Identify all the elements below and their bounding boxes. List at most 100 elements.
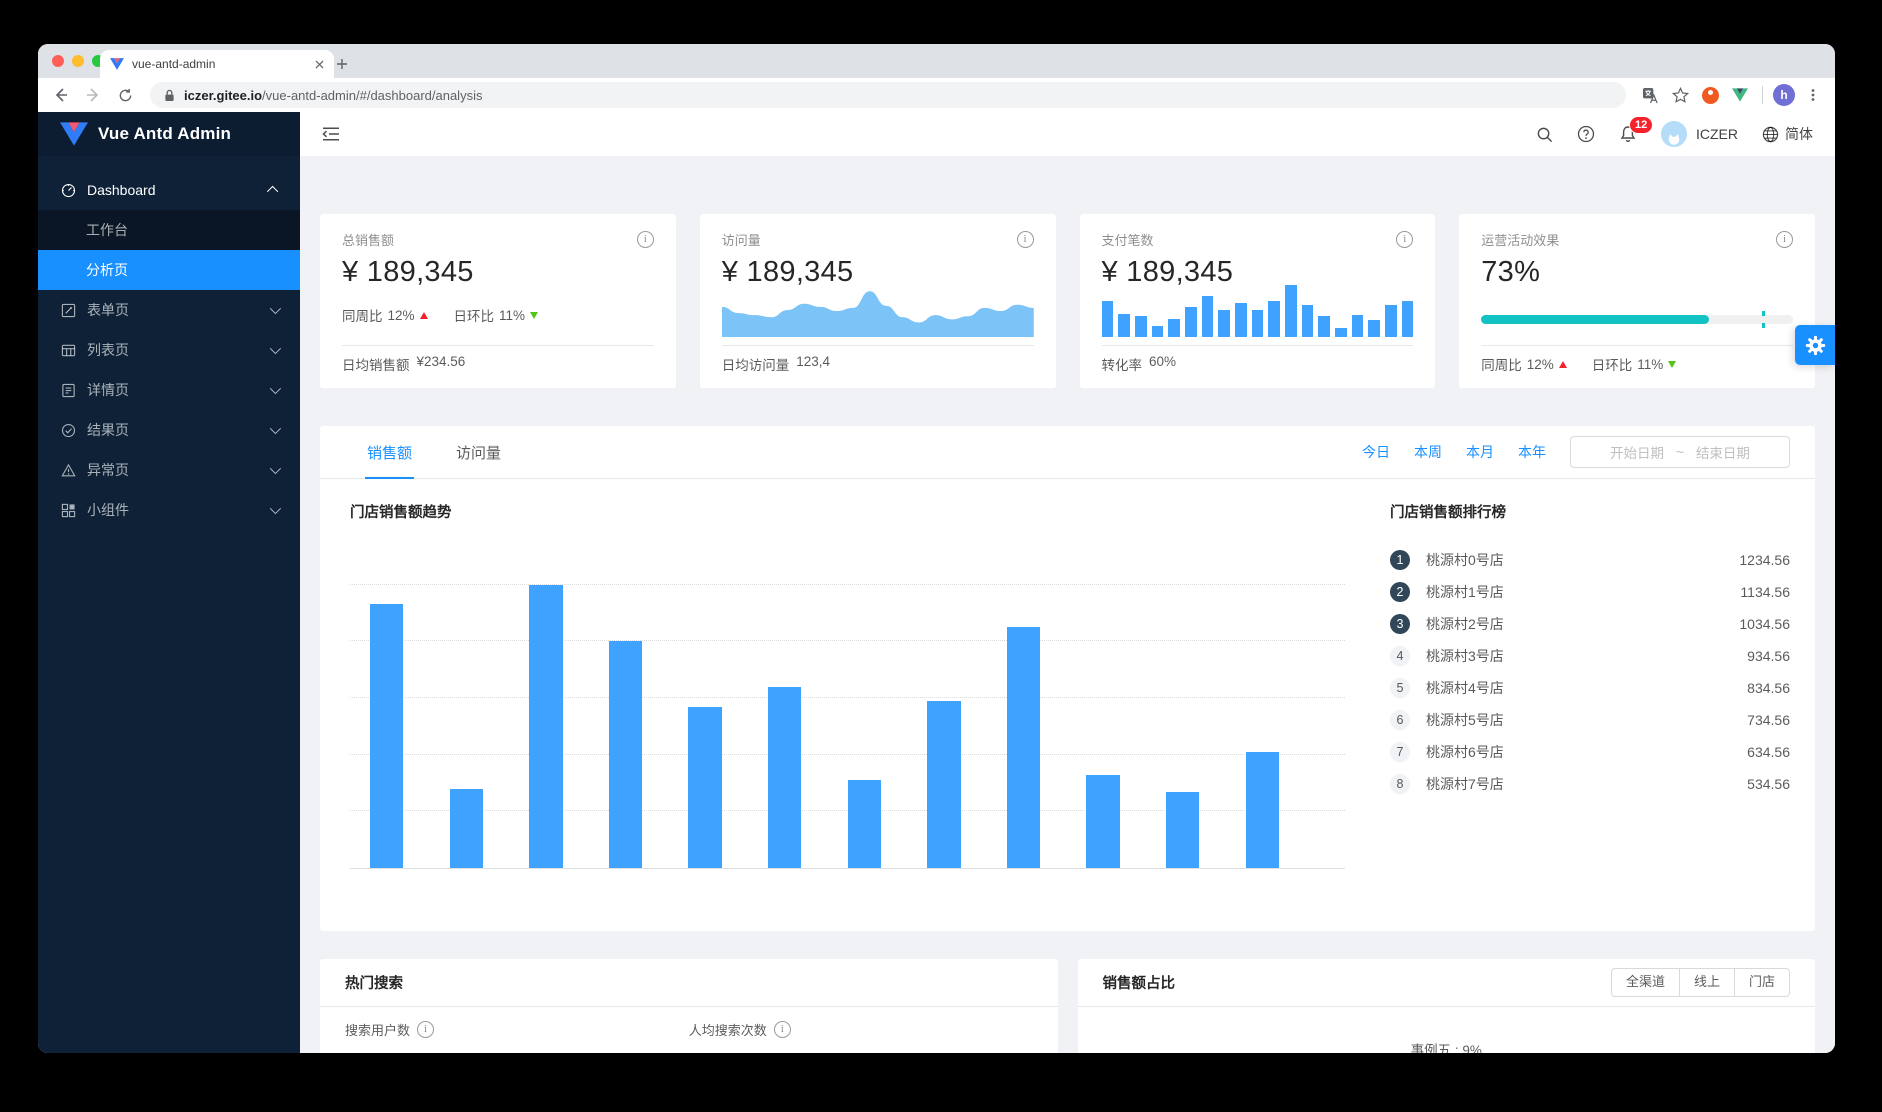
sidebar-item-工作台[interactable]: 工作台 [38,210,300,250]
gridline [350,696,1345,698]
chevron-down-icon [269,422,282,435]
quick-ranges: 今日 本周 本月 本年 [1362,442,1546,462]
sidebar-item-label: 异常页 [87,462,129,478]
mini-bar [1201,296,1214,337]
main-column: 12 ICZER 简体 [300,112,1835,1053]
sidebar-item-Dashboard[interactable]: Dashboard [38,170,300,210]
rank-badge: 4 [1390,646,1410,666]
app-logo[interactable]: Vue Antd Admin [38,112,300,156]
sidebar-item-异常页[interactable]: 异常页 [38,450,300,490]
app-root: Vue Antd Admin Dashboard 工作台 分析页 表单页列表页详情页结… [38,112,1835,1053]
help-icon[interactable] [1577,125,1595,143]
visits-mini-area-chart [721,285,1034,337]
store-value: 634.56 [1747,744,1790,760]
user-avatar [1661,121,1687,147]
pie-slice-label: 事例五 : 9% [1410,1043,1482,1053]
card-tab-bar: 销售额 访问量 今日 本周 本月 本年 开始日期 ~ 结束日期 [320,426,1815,479]
browser-tab[interactable]: vue-antd-admin [100,50,334,78]
tab-访问量[interactable]: 访问量 [456,444,502,462]
trend-bar [449,788,483,868]
menu-fold-icon[interactable] [322,126,340,142]
stat-card-total-sales: 总销售额 i ¥ 189,345 同周比 12% 日环比 11% 日均销售额 ¥234.… [320,214,676,388]
mini-bar [1168,318,1180,337]
channel-button-全渠道[interactable]: 全渠道 [1610,968,1680,997]
info-icon[interactable]: i [1776,231,1793,248]
app-header: 12 ICZER 简体 [300,112,1835,156]
tab-close-icon[interactable] [315,59,324,69]
store-value: 1034.56 [1739,616,1790,632]
channel-button-线上[interactable]: 线上 [1678,968,1735,997]
range-link-本月[interactable]: 本月 [1466,444,1494,460]
channel-button-门店[interactable]: 门店 [1733,968,1790,997]
mini-bar [1234,303,1247,337]
store-value: 734.56 [1747,712,1790,728]
stat-card-payments: 支付笔数 i ¥ 189,345 转化率 60% [1079,214,1436,388]
info-icon[interactable]: i [773,1021,791,1038]
date-range-picker[interactable]: 开始日期 ~ 结束日期 [1570,436,1790,468]
browser-toolbar: iczer.gitee.io/vue-antd-admin/#/dashboar… [38,78,1835,113]
browser-profile-avatar[interactable]: h [1773,84,1795,106]
caret-up-icon [419,311,428,319]
sidebar-item-label: 列表页 [87,342,129,358]
chevron-down-icon [269,462,282,475]
minimize-window-button[interactable] [72,55,84,67]
sidebar-item-label: 详情页 [87,382,129,398]
info-icon[interactable]: i [417,1021,435,1038]
footer-label: 日均访问量 [721,358,790,373]
trend-bar [1086,774,1120,868]
info-icon[interactable]: i [1016,231,1034,248]
user-menu[interactable]: ICZER [1661,121,1738,147]
footer-value: 123,4 [796,354,831,369]
store-value: 1134.56 [1740,584,1790,600]
caret-down-icon [530,311,539,319]
tab-销售额[interactable]: 销售额 [365,426,415,479]
extension-cargo-icon[interactable] [1698,83,1722,107]
sidebar-item-小组件[interactable]: 小组件 [38,490,300,530]
info-icon[interactable]: i [636,231,654,248]
store-value: 1234.56 [1739,552,1790,568]
notification-bell-icon[interactable]: 12 [1619,115,1654,144]
trend-bar [608,641,643,868]
tabs: 销售额 访问量 [365,426,503,479]
sidebar-item-列表页[interactable]: 列表页 [38,330,300,370]
back-button[interactable] [48,82,74,108]
browser-window: vue-antd-admin iczer.gitee.io/vue-antd-a… [38,44,1835,1053]
card-title: 总销售额 [342,233,395,248]
range-link-今日[interactable]: 今日 [1362,444,1390,460]
forward-button[interactable] [80,82,106,108]
sidebar: Vue Antd Admin Dashboard 工作台 分析页 表单页列表页详情页结… [38,112,300,1053]
locale-switcher[interactable]: 简体 [1762,124,1813,144]
sidebar-item-结果页[interactable]: 结果页 [38,410,300,450]
form-icon [60,302,76,318]
range-link-本周[interactable]: 本周 [1414,444,1442,460]
rank-badge: 1 [1390,550,1410,570]
range-link-本年[interactable]: 本年 [1518,444,1546,460]
rank-badge: 5 [1390,678,1410,698]
new-tab-button[interactable] [330,52,354,76]
extension-vue-icon[interactable] [1728,83,1752,107]
browser-menu-icon[interactable] [1801,83,1825,107]
sales-ratio-card: 销售额占比 全渠道 线上 门店 事例五 : 9% [1077,959,1815,1053]
chevron-down-icon [269,302,282,315]
sidebar-item-表单页[interactable]: 表单页 [38,290,300,330]
translate-icon[interactable] [1638,83,1662,107]
mini-bar [1334,327,1347,337]
lock-icon [164,89,175,102]
mini-bar [1384,304,1397,337]
info-icon[interactable]: i [1396,231,1414,248]
trend-bar [1006,627,1041,868]
bookmark-star-icon[interactable] [1668,83,1692,107]
week-ratio-value: 12% [1526,356,1554,372]
rank-badge: 8 [1390,774,1410,794]
week-ratio-value: 12% [387,307,415,323]
settings-gear-button[interactable] [1795,325,1835,365]
url-bar[interactable]: iczer.gitee.io/vue-antd-admin/#/dashboar… [150,82,1626,108]
chevron-down-icon [269,502,282,515]
reload-button[interactable] [112,82,138,108]
close-window-button[interactable] [52,55,64,67]
sidebar-item-分析页[interactable]: 分析页 [38,250,300,290]
rank-badge: 7 [1390,742,1410,762]
sidebar-item-详情页[interactable]: 详情页 [38,370,300,410]
search-icon[interactable] [1536,126,1553,143]
